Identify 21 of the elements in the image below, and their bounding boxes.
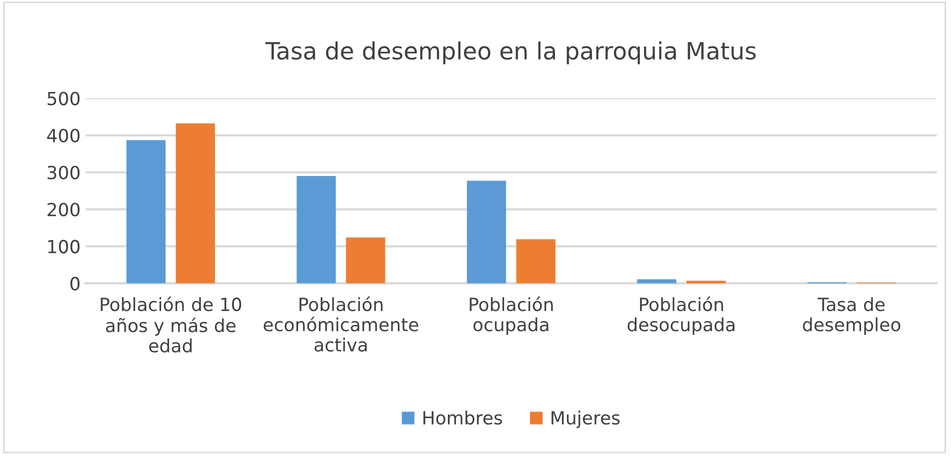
x-tick-label: Población desocupada — [628, 296, 734, 335]
legend-label: Mujeres — [552, 410, 620, 428]
y-tick-label: 400 — [47, 128, 80, 142]
y-tick-label: 300 — [48, 166, 80, 180]
bar — [466, 180, 506, 284]
y-tick-label: 0 — [70, 276, 80, 290]
bar — [686, 280, 726, 284]
bar — [126, 140, 166, 284]
bar — [176, 123, 215, 284]
x-tick-label: Población económicamente activa — [264, 296, 418, 352]
x-tick-label: Población ocupada — [470, 296, 553, 335]
y-tick-label: 500 — [48, 92, 80, 106]
bar — [346, 237, 386, 284]
y-tick-label: 100 — [48, 240, 80, 254]
x-tick-label: Tasa de desempleo — [802, 297, 900, 335]
bar — [296, 176, 336, 284]
x-tick-label: Población de 10 años y más de edad — [100, 296, 242, 353]
legend-label: Hombres — [423, 410, 502, 425]
chart-title: Tasa de desempleo en la parroquia Matus — [265, 41, 756, 64]
bar — [516, 239, 556, 284]
y-tick-label: 200 — [48, 202, 80, 216]
